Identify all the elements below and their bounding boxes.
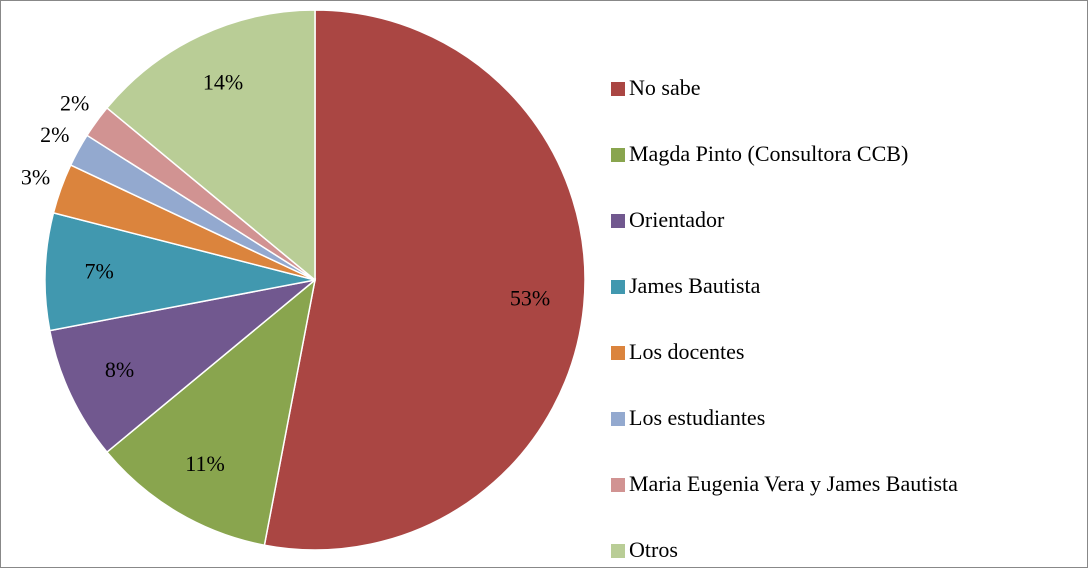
- legend-swatch: [611, 82, 625, 96]
- pie-slice: [48, 279, 316, 454]
- legend-label: James Bautista: [629, 273, 761, 298]
- data-label: 53%: [510, 285, 550, 310]
- data-label: 3%: [21, 164, 50, 189]
- data-label: 14%: [203, 70, 243, 95]
- data-label: 2%: [60, 90, 89, 115]
- pie-slice: [44, 211, 316, 332]
- legend-swatch: [611, 478, 625, 492]
- legend-swatch: [611, 148, 625, 162]
- legend-label: Los estudiantes: [629, 405, 765, 430]
- legend-swatch: [611, 214, 625, 228]
- pie-slice: [105, 278, 317, 547]
- legend-swatch: [611, 412, 625, 426]
- legend-swatch: [611, 280, 625, 294]
- legend-label: Los docentes: [629, 339, 744, 364]
- data-label: 11%: [185, 451, 225, 476]
- legend-label: Magda Pinto (Consultora CCB): [629, 141, 908, 166]
- legend-label: Orientador: [629, 207, 725, 232]
- pie-slice: [263, 9, 586, 551]
- data-label: 8%: [105, 357, 134, 382]
- pie-slice: [105, 9, 316, 282]
- data-label: 7%: [84, 258, 113, 283]
- data-label: 2%: [40, 122, 69, 147]
- legend-label: No sabe: [629, 75, 700, 100]
- legend-label: Otros: [629, 537, 678, 562]
- legend-swatch: [611, 544, 625, 558]
- legend-swatch: [611, 346, 625, 360]
- legend-label: Maria Eugenia Vera y James Bautista: [629, 471, 958, 496]
